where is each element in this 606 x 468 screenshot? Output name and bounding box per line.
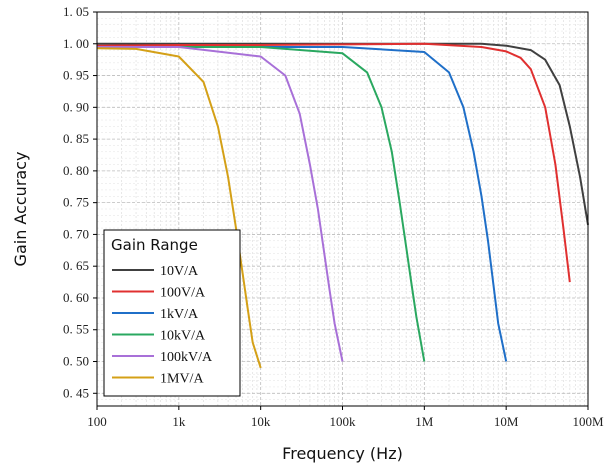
- legend-label: 1kV/A: [160, 307, 199, 322]
- x-tick-label: 10M: [494, 414, 519, 429]
- series-line-100kv-a: [97, 46, 344, 362]
- series-layer: [96, 42, 589, 369]
- y-tick-label: 0. 55: [63, 322, 89, 337]
- x-tick-label: 1M: [415, 414, 434, 429]
- y-tick-label: 0. 80: [63, 163, 89, 178]
- legend-label: 10kV/A: [160, 329, 206, 344]
- x-tick-label: 100k: [330, 414, 357, 429]
- y-tick-label: 0. 90: [63, 99, 89, 114]
- legend-label: 100kV/A: [160, 350, 213, 365]
- y-tick-label: 0. 70: [63, 226, 89, 241]
- y-tick-label: 0. 65: [63, 258, 89, 273]
- legend-items: 10V/A 100V/A 1kV/A 10kV/A 100kV/A 1MV/A: [112, 264, 213, 387]
- legend: Gain Range 10V/A 100V/A 1kV/A 10kV/A 100kV/A…: [103, 229, 241, 397]
- y-tick-label: 0. 45: [63, 385, 89, 400]
- series-line-1mv-a: [96, 47, 262, 369]
- y-tick-label: 0. 95: [63, 68, 89, 83]
- x-tick-label: 1k: [172, 414, 186, 429]
- y-tick-label: 0. 60: [63, 290, 89, 305]
- legend-title: Gain Range: [111, 236, 198, 254]
- y-tick-label: 0. 75: [63, 195, 89, 210]
- series-line-10v-a: [97, 42, 589, 226]
- y-tick-label: 1. 00: [63, 36, 89, 51]
- y-tick-label: 0. 85: [63, 131, 89, 146]
- y-tick-label: 0. 50: [63, 354, 89, 369]
- legend-label: 1MV/A: [160, 372, 204, 387]
- y-tick-label: 1. 05: [63, 4, 89, 19]
- x-axis-title: Frequency (Hz): [282, 444, 403, 463]
- ticks-layer: 100 1k 10k 100k 1M 10M 100M 0. 45 0. 50 0. 55 0. 6…: [63, 4, 604, 429]
- series-line-100v-a: [96, 42, 571, 283]
- x-tick-label: 100M: [572, 414, 604, 429]
- y-axis-title: Gain Accuracy: [11, 152, 30, 267]
- legend-label: 10V/A: [160, 264, 199, 279]
- x-tick-label: 10k: [251, 414, 271, 429]
- legend-label: 100V/A: [160, 286, 206, 301]
- x-tick-label: 100: [87, 414, 107, 429]
- series-line-10kv-a: [97, 46, 426, 362]
